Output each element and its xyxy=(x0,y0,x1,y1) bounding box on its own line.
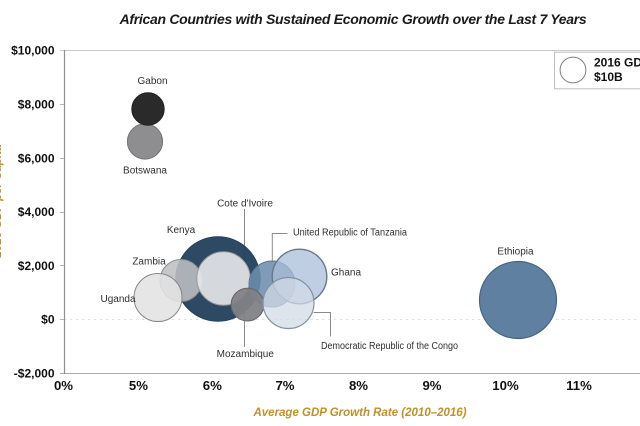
svg-text:Botswana: Botswana xyxy=(123,166,167,177)
svg-text:Mozambique: Mozambique xyxy=(217,349,275,360)
svg-text:2016 GDP per Capita: 2016 GDP per Capita xyxy=(0,144,4,258)
svg-text:Kenya: Kenya xyxy=(167,225,196,236)
svg-text:$10,000: $10,000 xyxy=(11,44,55,58)
svg-text:$8,000: $8,000 xyxy=(18,98,55,112)
svg-text:Democratic Republic of the Con: Democratic Republic of the Congo xyxy=(321,341,458,352)
svg-text:Ghana: Ghana xyxy=(331,268,361,279)
svg-text:Ethiopia: Ethiopia xyxy=(497,247,534,258)
svg-text:Uganda: Uganda xyxy=(100,294,135,305)
svg-text:Average GDP Growth Rate (2010–: Average GDP Growth Rate (2010–2016) xyxy=(252,407,466,419)
svg-text:$6,000: $6,000 xyxy=(18,151,55,165)
svg-text:$0: $0 xyxy=(41,313,55,327)
svg-text:9%: 9% xyxy=(422,378,441,393)
svg-text:Zambia: Zambia xyxy=(132,257,166,268)
svg-text:8%: 8% xyxy=(349,378,368,393)
svg-text:African Countries with Sustain: African Countries with Sustained Economi… xyxy=(119,11,587,27)
svg-text:7%: 7% xyxy=(275,378,294,393)
svg-text:$10B: $10B xyxy=(594,70,623,84)
svg-text:$4,000: $4,000 xyxy=(18,205,55,219)
svg-text:6%: 6% xyxy=(203,378,222,393)
svg-text:Cote d'Ivoire: Cote d'Ivoire xyxy=(217,199,273,210)
svg-text:5%: 5% xyxy=(129,378,148,393)
svg-text:2016 GDP =: 2016 GDP = xyxy=(594,56,640,70)
svg-text:0%: 0% xyxy=(54,378,73,393)
svg-text:10%: 10% xyxy=(492,378,519,393)
svg-text:$2,000: $2,000 xyxy=(18,259,55,273)
svg-text:Gabon: Gabon xyxy=(137,76,167,87)
svg-text:United Republic of Tanzania: United Republic of Tanzania xyxy=(293,228,407,239)
svg-text:11%: 11% xyxy=(566,378,592,393)
svg-text:-$2,000: -$2,000 xyxy=(14,366,55,380)
